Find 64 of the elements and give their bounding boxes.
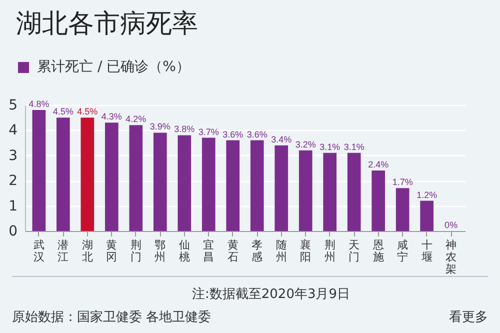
legend-label: 累计死亡 / 已确诊（%） <box>37 58 190 76</box>
bar <box>105 122 118 231</box>
y-tick-label: 4 <box>8 122 18 139</box>
data-label: 4.5% <box>77 106 98 117</box>
x-tick-label: 宜昌 <box>203 238 214 264</box>
x-tick-label: 黄冈 <box>106 238 118 264</box>
x-tick-label: 潜江 <box>58 238 69 264</box>
data-label: 3.2% <box>295 139 316 150</box>
data-label: 2.4% <box>368 160 389 170</box>
data-label: 3.8% <box>174 124 195 134</box>
text: 注:数据截至2020年3月9日 <box>192 286 350 303</box>
data-label: 3.6% <box>222 129 244 140</box>
data-label: 3.4% <box>271 134 292 144</box>
x-tick-label: 黄石 <box>227 238 238 264</box>
data-label: 0% <box>444 220 458 230</box>
data-label: 1.7% <box>392 177 413 188</box>
bar <box>323 152 337 231</box>
bar <box>274 145 288 231</box>
x-tick-label: 十堰 <box>420 238 432 264</box>
data-label: 4.8% <box>28 99 50 110</box>
bar <box>56 118 70 231</box>
data-label: 3.6% <box>246 129 268 140</box>
data-label: 3.1% <box>344 142 364 152</box>
x-tick-label: 神农架 <box>446 238 457 276</box>
text: 看更多 <box>449 309 488 326</box>
bar <box>80 118 94 231</box>
x-tick-label: 咸宁 <box>397 238 408 264</box>
x-tick-label: 荆州 <box>324 238 336 264</box>
x-tick-label: 襄阳 <box>300 238 312 264</box>
y-tick-label: 3 <box>8 148 18 164</box>
y-tick-label: 5 <box>8 98 18 114</box>
x-tick-label: 武汉 <box>33 238 44 264</box>
y-tick-label: 0 <box>8 224 18 240</box>
bar <box>178 135 192 231</box>
y-tick-label: 2 <box>8 173 18 190</box>
data-label: 3.1% <box>320 142 340 152</box>
bar <box>347 152 361 231</box>
x-tick-label: 仙桃 <box>178 238 190 264</box>
bar <box>298 150 312 231</box>
bar <box>396 188 410 231</box>
x-tick-label: 鄂州 <box>154 238 166 264</box>
bar <box>202 138 216 231</box>
data-label: 4.5% <box>52 106 74 117</box>
x-tick-label: 恩施 <box>372 238 384 264</box>
x-tick-label: 天门 <box>348 238 360 264</box>
bar <box>153 132 167 231</box>
text: 原始数据：国家卫健委 各地卫健委 <box>12 309 212 326</box>
bar <box>129 125 143 231</box>
bar <box>226 140 240 231</box>
bar <box>250 140 264 231</box>
data-label: 3.9% <box>150 122 170 132</box>
x-tick-label: 荆门 <box>130 238 142 264</box>
bar <box>32 110 46 231</box>
x-tick-label: 随州 <box>276 238 287 264</box>
y-tick-label: 1 <box>8 198 18 214</box>
x-tick-label: 孝感 <box>252 238 263 264</box>
bar <box>372 170 385 231</box>
bar <box>420 200 434 231</box>
data-label: 3.7% <box>198 126 219 137</box>
chart-title: 湖北各市病死率 <box>16 8 198 41</box>
data-label: 1.2% <box>416 190 438 200</box>
x-tick-label: 湖北 <box>82 238 93 264</box>
data-label: 4.3% <box>101 112 122 122</box>
data-label: 4.2% <box>126 114 146 124</box>
